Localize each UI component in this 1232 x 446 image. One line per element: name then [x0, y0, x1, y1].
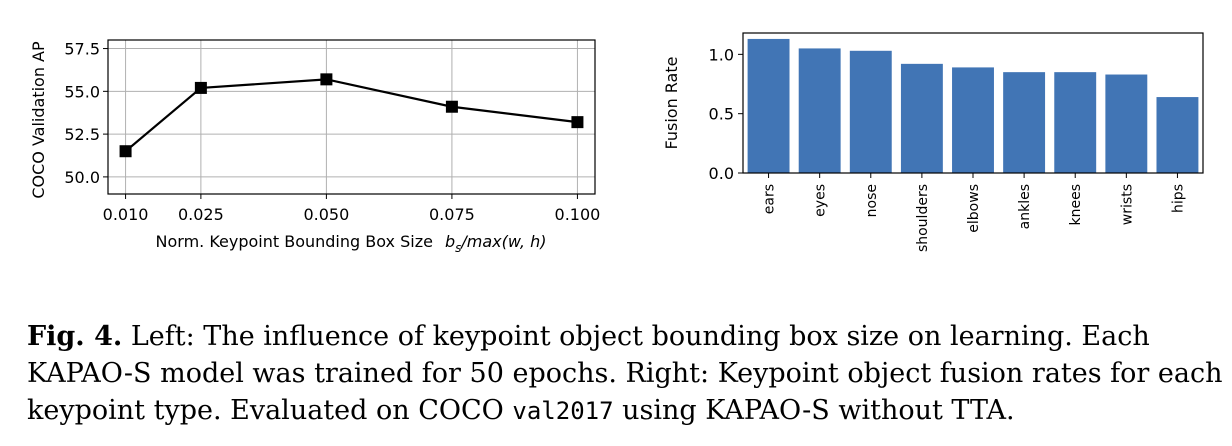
- left-x-axis-label-sub: s: [455, 241, 461, 255]
- right-x-tick-label: knees: [1068, 184, 1084, 226]
- figure-canvas: 50.0 52.5 55.0 57.5 0.010 0.025 0.050 0.075 0.1…: [29, 32, 1204, 255]
- left-y-tick-label: 57.5: [64, 40, 100, 59]
- caption-figure-label: Fig. 4.: [27, 321, 123, 352]
- left-x-tick-label: 0.075: [429, 205, 475, 224]
- figure-caption: Fig. 4. Left: The influence of keypoint …: [27, 318, 1227, 430]
- left-x-tick-label: 0.050: [303, 205, 349, 224]
- left-y-tick-label: 52.5: [64, 125, 100, 144]
- left-x-axis-label-suffix: /max(w, h): [459, 232, 546, 251]
- fusion-bar-wrists: [1105, 74, 1148, 173]
- fusion-bar-nose: [849, 50, 892, 173]
- fusion-bar-knees: [1054, 72, 1097, 173]
- left-x-tick-label: 0.010: [103, 205, 149, 224]
- right-x-tick-label: elbows: [966, 184, 982, 233]
- left-plot-frame: [107, 39, 596, 195]
- left-grid: [108, 40, 595, 194]
- right-x-ticks: ears eyes nose shoulders elbows ankles knees wr…: [762, 173, 1186, 252]
- right-x-tick-label: ears: [762, 184, 778, 214]
- right-x-tick-label: eyes: [813, 184, 829, 217]
- fusion-bar-hips: [1156, 97, 1199, 173]
- fusion-rate-bars: [747, 38, 1199, 173]
- caption-text-part1: Left: The influence of keypoint object b…: [27, 321, 1223, 426]
- left-y-axis-label: COCO Validation AP: [29, 41, 48, 199]
- right-x-tick-label: shoulders: [915, 184, 931, 252]
- fusion-bar-elbows: [952, 67, 994, 173]
- right-x-tick-label: hips: [1170, 184, 1186, 213]
- ap-series-line: [124, 78, 578, 153]
- right-y-tick-label: 0.0: [709, 164, 734, 183]
- right-y-ticks: 0.0 0.5 1.0: [709, 45, 743, 183]
- left-x-tick-label: 0.025: [178, 205, 224, 224]
- left-y-ticks: 50.0 52.5 55.0 57.5: [64, 40, 108, 187]
- right-y-tick-label: 1.0: [709, 45, 734, 64]
- caption-code-text: val2017: [512, 397, 614, 425]
- left-x-axis-label-var: b: [445, 232, 455, 251]
- right-y-tick-label: 0.5: [709, 105, 734, 124]
- left-x-axis-label-prefix: Norm. Keypoint Bounding Box Size: [156, 232, 433, 251]
- ap-point-marker: [194, 81, 207, 94]
- left-y-tick-label: 55.0: [64, 82, 100, 101]
- fusion-bar-ears: [747, 38, 790, 173]
- right-x-tick-label: nose: [864, 184, 880, 217]
- ap-point-marker: [445, 100, 458, 113]
- fusion-bar-ankles: [1003, 72, 1046, 173]
- right-x-tick-label: ankles: [1017, 184, 1033, 229]
- ap-point-marker: [320, 73, 333, 86]
- right-x-tick-label: wrists: [1119, 184, 1135, 225]
- caption-text-part2: using KAPAO-S without TTA.: [613, 395, 1015, 426]
- ap-point-marker: [119, 145, 132, 158]
- right-y-axis-label: Fusion Rate: [662, 57, 681, 150]
- ap-series-markers: [119, 73, 584, 158]
- left-line-chart: 50.0 52.5 55.0 57.5 0.010 0.025 0.050 0.075 0.1…: [29, 39, 601, 255]
- left-x-ticks: 0.010 0.025 0.050 0.075 0.100: [103, 194, 601, 224]
- fusion-bar-shoulders: [900, 63, 943, 173]
- left-y-tick-label: 50.0: [64, 168, 100, 187]
- ap-point-marker: [571, 116, 584, 129]
- left-x-tick-label: 0.100: [555, 205, 601, 224]
- right-bar-chart: 0.0 0.5 1.0 ears eyes nose shoulders elbows ank…: [662, 32, 1204, 252]
- fusion-bar-eyes: [798, 48, 841, 173]
- left-x-axis-label: Norm. Keypoint Bounding Box Size bs/max(w…: [156, 232, 547, 255]
